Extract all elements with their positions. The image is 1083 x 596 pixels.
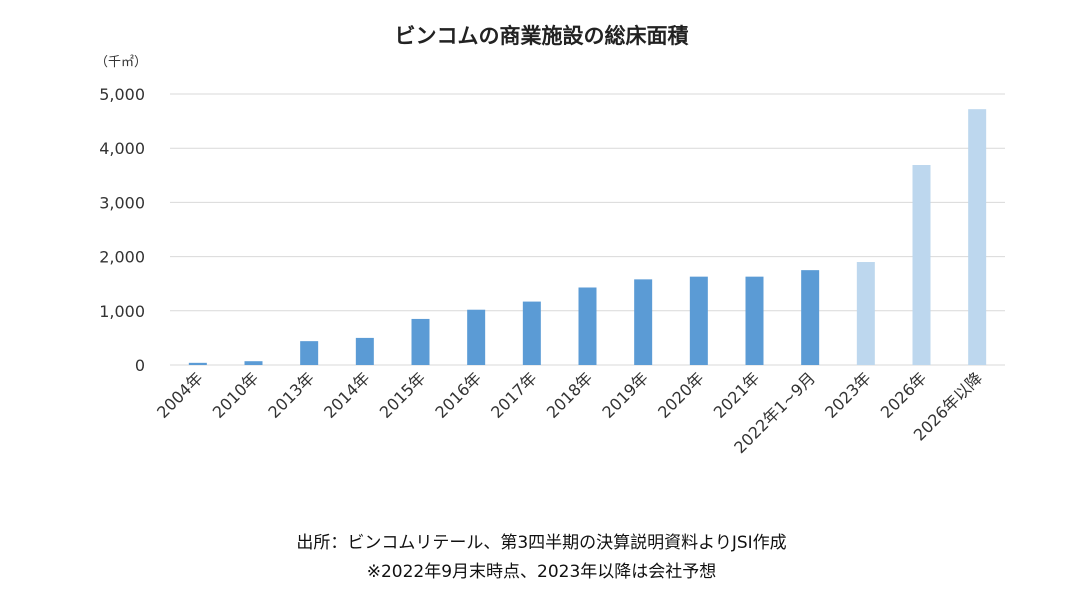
bar bbox=[689, 276, 708, 365]
bar bbox=[801, 270, 820, 365]
x-tick-label: 2017年 bbox=[487, 368, 541, 422]
bars bbox=[188, 109, 987, 366]
y-unit-label: （千㎡） bbox=[95, 55, 147, 70]
y-tick-label: 3,000 bbox=[99, 193, 145, 212]
bar bbox=[411, 318, 430, 365]
y-axis-ticks: 0 1,000 2,000 3,000 4,000 5,000 bbox=[99, 85, 145, 375]
bar bbox=[634, 279, 653, 365]
y-tick-label: 2,000 bbox=[99, 248, 145, 267]
x-axis-labels: 2004年 2010年 2013年 2014年 2015年 2016年 2017年 2018年… bbox=[153, 368, 986, 457]
x-tick-label: 2010年 bbox=[209, 368, 263, 422]
x-tick-label: 2023年 bbox=[821, 368, 875, 422]
bar bbox=[244, 361, 263, 365]
x-tick-label: 2013年 bbox=[264, 368, 318, 422]
bar bbox=[968, 109, 987, 366]
x-tick-label: 2015年 bbox=[376, 368, 430, 422]
bar bbox=[300, 341, 319, 365]
chart-title: ビンコムの商業施設の総床面積 bbox=[394, 24, 689, 48]
x-tick-label: 2019年 bbox=[598, 368, 652, 422]
x-tick-label: 2016年 bbox=[431, 368, 485, 422]
y-tick-label: 5,000 bbox=[99, 85, 145, 104]
bar bbox=[467, 309, 486, 365]
x-tick-label: 2004年 bbox=[153, 368, 207, 422]
footnote: ※2022年9月末時点、2023年以降は会社予想 bbox=[366, 562, 717, 582]
x-tick-label: 2026年 bbox=[877, 368, 931, 422]
y-tick-label: 1,000 bbox=[99, 302, 145, 321]
x-tick-label: 2020年 bbox=[654, 368, 708, 422]
bar bbox=[355, 337, 374, 365]
bar bbox=[856, 262, 875, 365]
x-tick-label: 2021年 bbox=[710, 368, 764, 422]
bar bbox=[522, 301, 541, 365]
bar bbox=[578, 287, 597, 365]
y-tick-label: 4,000 bbox=[99, 139, 145, 158]
source-note: 出所：ビンコムリテール、第3四半期の決算説明資料よりJSI作成 bbox=[296, 533, 787, 553]
x-tick-label: 2018年 bbox=[543, 368, 597, 422]
y-tick-label: 0 bbox=[135, 356, 145, 375]
bar bbox=[188, 362, 207, 365]
x-tick-label: 2014年 bbox=[320, 368, 374, 422]
bar bbox=[745, 276, 764, 365]
bar bbox=[912, 165, 931, 365]
